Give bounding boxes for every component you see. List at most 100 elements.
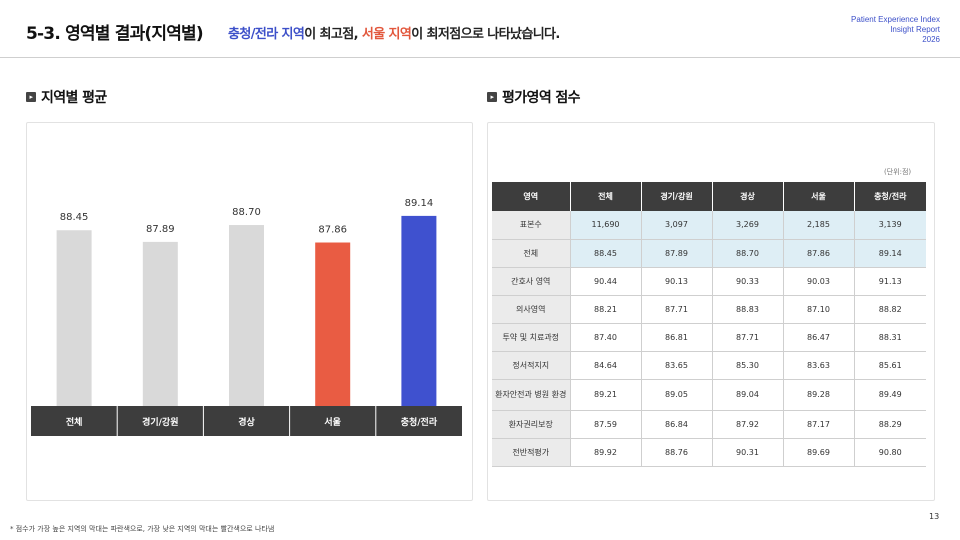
table-cell: 88.31 — [854, 323, 926, 352]
table-row: 전체 88.45 87.89 88.70 87.86 89.14 — [492, 239, 926, 268]
table-header-cell: 영역 — [492, 182, 571, 211]
page-header: 5-3. 영역별 결과(지역별) 충청/전라 지역이 최고점, 서울 지역이 최… — [0, 0, 960, 58]
table-cell: 83.63 — [783, 351, 855, 380]
subtitle-text-2: 이 최저점으로 나타났습니다. — [411, 27, 560, 42]
table-cell: 90.33 — [712, 267, 784, 296]
score-table: 영역 전체 경기/강원 경상 서울 충청/전라 표본수 11,690 3,097 3,… — [492, 182, 926, 467]
table-cell: 89.28 — [783, 379, 855, 411]
bar-4 — [401, 215, 437, 406]
page-subtitle: 충청/전라 지역이 최고점, 서울 지역이 최저점으로 나타났습니다. — [228, 23, 560, 42]
table-cell: 86.81 — [641, 323, 713, 352]
table-cell: 89.04 — [712, 379, 784, 411]
category-label: 경상 — [238, 416, 255, 428]
table-row-label: 전체 — [492, 239, 571, 268]
bar-value-label: 87.86 — [318, 225, 347, 236]
category-label: 경기/강원 — [142, 416, 178, 428]
table-cell: 89.21 — [570, 379, 642, 411]
table-cell: 2,185 — [783, 211, 855, 240]
table-header-row: 영역 전체 경기/강원 경상 서울 충청/전라 — [492, 182, 926, 211]
bar-value-label: 88.45 — [60, 212, 89, 223]
subtitle-highlight-highest: 충청/전라 지역 — [228, 27, 305, 42]
table-row-label: 정서적지지 — [492, 351, 571, 380]
table-row: 정서적지지 84.64 83.65 85.30 83.63 85.61 — [492, 351, 926, 380]
bar-value-label: 87.89 — [146, 224, 175, 235]
category-label: 서울 — [324, 416, 341, 428]
table-cell: 87.59 — [570, 410, 642, 439]
table-row: 환자안전과 병원 환경 89.21 89.05 89.04 89.28 89.49 — [492, 379, 926, 411]
table-cell: 3,139 — [854, 211, 926, 240]
table-cell: 87.92 — [712, 410, 784, 439]
bar-value-label: 88.70 — [232, 207, 261, 218]
report-info-line: 2026 — [922, 35, 940, 44]
table-row-label: 환자안전과 병원 환경 — [492, 379, 571, 411]
table-row: 전반적평가 89.92 88.76 90.31 89.69 90.80 — [492, 438, 926, 467]
table-row-label: 의사영역 — [492, 295, 571, 324]
table-cell: 87.17 — [783, 410, 855, 439]
bar-3 — [315, 242, 351, 406]
table-cell: 88.21 — [570, 295, 642, 324]
category-label: 충청/전라 — [401, 416, 438, 428]
unit-note: (단위:점) — [884, 168, 912, 176]
table-row: 간호사 영역 90.44 90.13 90.33 90.03 91.13 — [492, 267, 926, 296]
table-cell: 87.86 — [783, 239, 855, 268]
bullet-square-icon: ▸ — [26, 92, 36, 102]
report-info: Patient Experience Index Insight Report … — [851, 15, 940, 45]
report-info-line: Patient Experience Index — [851, 15, 940, 24]
section-title-area-scores: ▸ 평가영역 점수 — [487, 87, 581, 107]
table-cell: 3,269 — [712, 211, 784, 240]
table-header-cell: 경기/강원 — [641, 182, 713, 211]
page-title: 5-3. 영역별 결과(지역별) — [26, 24, 204, 44]
report-info-line: Insight Report — [890, 25, 940, 34]
bullet-square-icon: ▸ — [487, 92, 497, 102]
table-cell: 89.92 — [570, 438, 642, 467]
footnote: * 점수가 가장 높은 지역의 막대는 파란색으로, 가장 낮은 지역의 막대는… — [10, 525, 275, 533]
table-cell: 86.47 — [783, 323, 855, 352]
table-cell: 3,097 — [641, 211, 713, 240]
page-number: 13 — [929, 512, 940, 521]
table-row: 표본수 11,690 3,097 3,269 2,185 3,139 — [492, 211, 926, 240]
table-header-cell: 전체 — [570, 182, 642, 211]
category-label: 전체 — [66, 416, 83, 428]
table-row-label: 투약 및 치료과정 — [492, 323, 571, 352]
table-row-label: 간호사 영역 — [492, 267, 571, 296]
table-cell: 90.03 — [783, 267, 855, 296]
table-row: 환자권리보장 87.59 86.84 87.92 87.17 88.29 — [492, 410, 926, 439]
table-row-label: 표본수 — [492, 211, 571, 240]
subtitle-text-1: 이 최고점, — [304, 27, 362, 42]
table-cell: 88.70 — [712, 239, 784, 268]
table-header-cell: 서울 — [783, 182, 855, 211]
subtitle-highlight-lowest: 서울 지역 — [361, 27, 412, 42]
table-header-cell: 충청/전라 — [854, 182, 926, 211]
table-cell: 87.71 — [641, 295, 713, 324]
table-cell: 88.76 — [641, 438, 713, 467]
table-cell: 88.82 — [854, 295, 926, 324]
table-cell: 90.44 — [570, 267, 642, 296]
table-cell: 90.13 — [641, 267, 713, 296]
table-cell: 89.14 — [854, 239, 926, 268]
table-cell: 89.05 — [641, 379, 713, 411]
table-cell: 89.69 — [783, 438, 855, 467]
table-cell: 88.83 — [712, 295, 784, 324]
bar-1 — [142, 241, 178, 406]
table-cell: 83.65 — [641, 351, 713, 380]
table-row-label: 전반적평가 — [492, 438, 571, 467]
table-row-label: 환자권리보장 — [492, 410, 571, 439]
table-cell: 86.84 — [641, 410, 713, 439]
table-cell: 91.13 — [854, 267, 926, 296]
table-cell: 11,690 — [570, 211, 642, 240]
bar-0 — [56, 230, 92, 406]
table-cell: 85.61 — [854, 351, 926, 380]
table-cell: 87.40 — [570, 323, 642, 352]
section-title-text: 평가영역 점수 — [502, 90, 581, 106]
table-cell: 84.64 — [570, 351, 642, 380]
table-row: 투약 및 치료과정 87.40 86.81 87.71 86.47 88.31 — [492, 323, 926, 352]
table-header-cell: 경상 — [712, 182, 784, 211]
table-cell: 90.80 — [854, 438, 926, 467]
section-title-text: 지역별 평균 — [41, 90, 107, 106]
table-cell: 85.30 — [712, 351, 784, 380]
table-cell: 90.31 — [712, 438, 784, 467]
table-cell: 87.10 — [783, 295, 855, 324]
section-title-region-average: ▸ 지역별 평균 — [26, 87, 107, 107]
table-cell: 88.45 — [570, 239, 642, 268]
table-row: 의사영역 88.21 87.71 88.83 87.10 88.82 — [492, 295, 926, 324]
